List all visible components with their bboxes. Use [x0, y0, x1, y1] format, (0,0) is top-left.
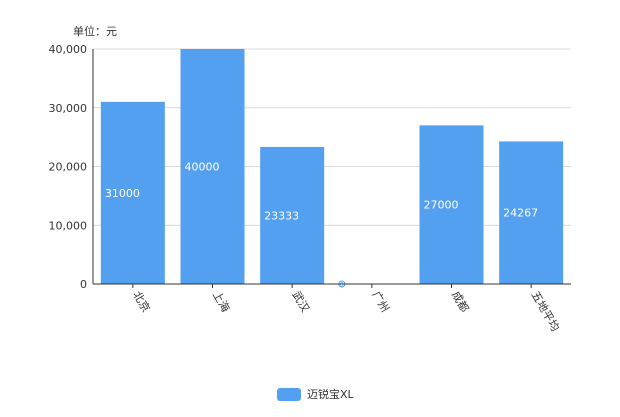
y-tick-label: 30,000: [49, 102, 88, 115]
y-tick-label: 10,000: [49, 219, 88, 232]
bar-value-label: 24267: [503, 207, 538, 220]
x-tick-label: 上海: [210, 289, 233, 315]
x-tick-label: 广州: [369, 289, 391, 315]
bar[interactable]: [260, 146, 325, 284]
unit-label: 单位：元: [73, 24, 117, 38]
bar-value-label: 27000: [424, 199, 459, 212]
y-tick-label: 0: [80, 278, 87, 291]
bars: 31000 40000 23333 0 27000 24267: [100, 49, 564, 289]
x-tick-label: 五地平均: [529, 289, 562, 334]
bar-value-label: 31000: [105, 187, 140, 200]
legend-swatch: [277, 387, 301, 401]
y-tick-label: 20,000: [49, 161, 88, 174]
bar[interactable]: [180, 49, 245, 284]
x-tick-label: 成都: [449, 289, 471, 315]
x-tick-label: 武汉: [290, 289, 312, 315]
bar-value-label: 23333: [264, 209, 299, 222]
bar-value-label: 0: [340, 282, 344, 289]
legend[interactable]: 迈锐宝XL: [277, 386, 354, 402]
legend-label: 迈锐宝XL: [307, 388, 354, 401]
bar[interactable]: [499, 141, 564, 284]
bar[interactable]: [100, 101, 165, 284]
x-tick-label: 北京: [130, 289, 153, 315]
bar[interactable]: [419, 125, 484, 284]
x-axis: 北京 上海 武汉 广州 成都 五地平均: [93, 283, 571, 334]
y-tick-label: 40,000: [49, 43, 88, 56]
y-axis: 0 10,000 20,000 30,000 40,000: [49, 43, 94, 291]
bar-value-label: 40000: [185, 161, 220, 174]
